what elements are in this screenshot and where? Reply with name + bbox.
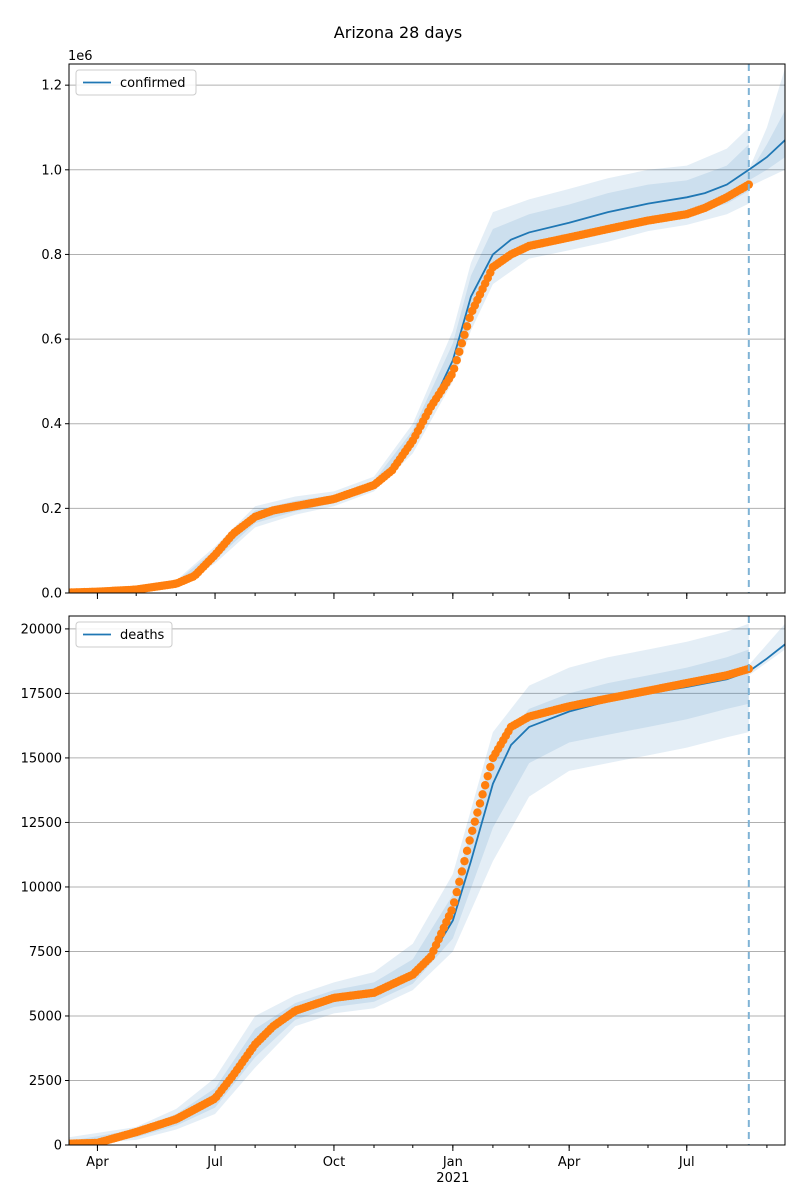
observed-point (480, 781, 490, 790)
x-tick-label: Apr (86, 1155, 109, 1170)
y-tick-label: 0.4 (41, 417, 62, 432)
x-tick-label: Jul (678, 1155, 695, 1170)
y-tick-label: 2500 (29, 1074, 62, 1089)
observed-point (455, 877, 464, 886)
observed-point (460, 856, 469, 866)
y-tick-label: 1.2 (41, 79, 62, 94)
uncertainty-band (176, 144, 749, 586)
forecast-band (748, 68, 785, 187)
legend-label: deaths (120, 628, 165, 643)
axes-frame (68, 63, 786, 594)
observed-point (465, 836, 474, 845)
x-tick-label: Jul (206, 1155, 223, 1170)
y-tick-label: 10000 (21, 880, 62, 895)
observed-point (455, 347, 464, 356)
observed-point (452, 887, 461, 897)
x-tick-label: Apr (558, 1155, 581, 1170)
observed-point (468, 826, 477, 835)
y-tick-label: 20000 (21, 622, 62, 637)
y-tick-label: 5000 (29, 1009, 62, 1024)
figure-title: Arizona 28 days (334, 23, 462, 42)
uncertainty-band (69, 649, 749, 1145)
observed-point (486, 762, 495, 772)
observed-point (457, 339, 467, 348)
observed-point (460, 330, 469, 340)
y-tick-label: 0.0 (41, 587, 62, 602)
deaths-panel: 0 2500 5000 7500 10000 12500 15000 17500 20000 Ap… (21, 615, 786, 1186)
observed-point (449, 364, 459, 373)
observed-point (473, 808, 482, 817)
observed-point (462, 322, 472, 331)
y-tick-label: 1.0 (41, 163, 62, 178)
y-tick-label: 0.2 (41, 502, 62, 517)
y-tick-label: 0.6 (41, 333, 62, 348)
observed-point (478, 790, 487, 799)
y-tick-label: 15000 (21, 751, 62, 766)
y-tick-label: 12500 (21, 816, 62, 831)
forecast-band (748, 623, 785, 676)
plot-area (69, 623, 785, 1145)
observed-point (462, 846, 472, 856)
observed-point (483, 771, 492, 781)
x-tick-label: Oct (323, 1155, 345, 1170)
y-offset-label: 1e6 (68, 49, 93, 64)
y-tick-label: 7500 (29, 945, 62, 960)
axes-frame (68, 615, 786, 1146)
observed-point (465, 313, 474, 323)
observed-point (457, 867, 467, 876)
observed-point (452, 356, 461, 365)
x-tick-label: Jan (442, 1155, 463, 1170)
observed-point (475, 799, 485, 808)
legend-box (75, 69, 197, 96)
y-tick-label: 0 (54, 1139, 62, 1154)
plot-area (69, 68, 785, 593)
legend: deaths (75, 621, 173, 648)
x-year-label: 2021 (436, 1171, 469, 1186)
y-tick-label: 17500 (21, 687, 62, 702)
observed-point (447, 906, 456, 915)
uncertainty-band (176, 127, 749, 587)
legend-box (75, 621, 173, 648)
confirmed-panel: 0.0 0.2 0.4 0.6 0.8 1.0 1.2 confirmed (41, 63, 786, 602)
legend-label: confirmed (120, 76, 186, 91)
uncertainty-band (69, 623, 749, 1145)
observed-point (449, 898, 459, 907)
legend: confirmed (75, 69, 197, 96)
y-tick-label: 0.8 (41, 248, 62, 263)
observed-point (470, 817, 480, 826)
